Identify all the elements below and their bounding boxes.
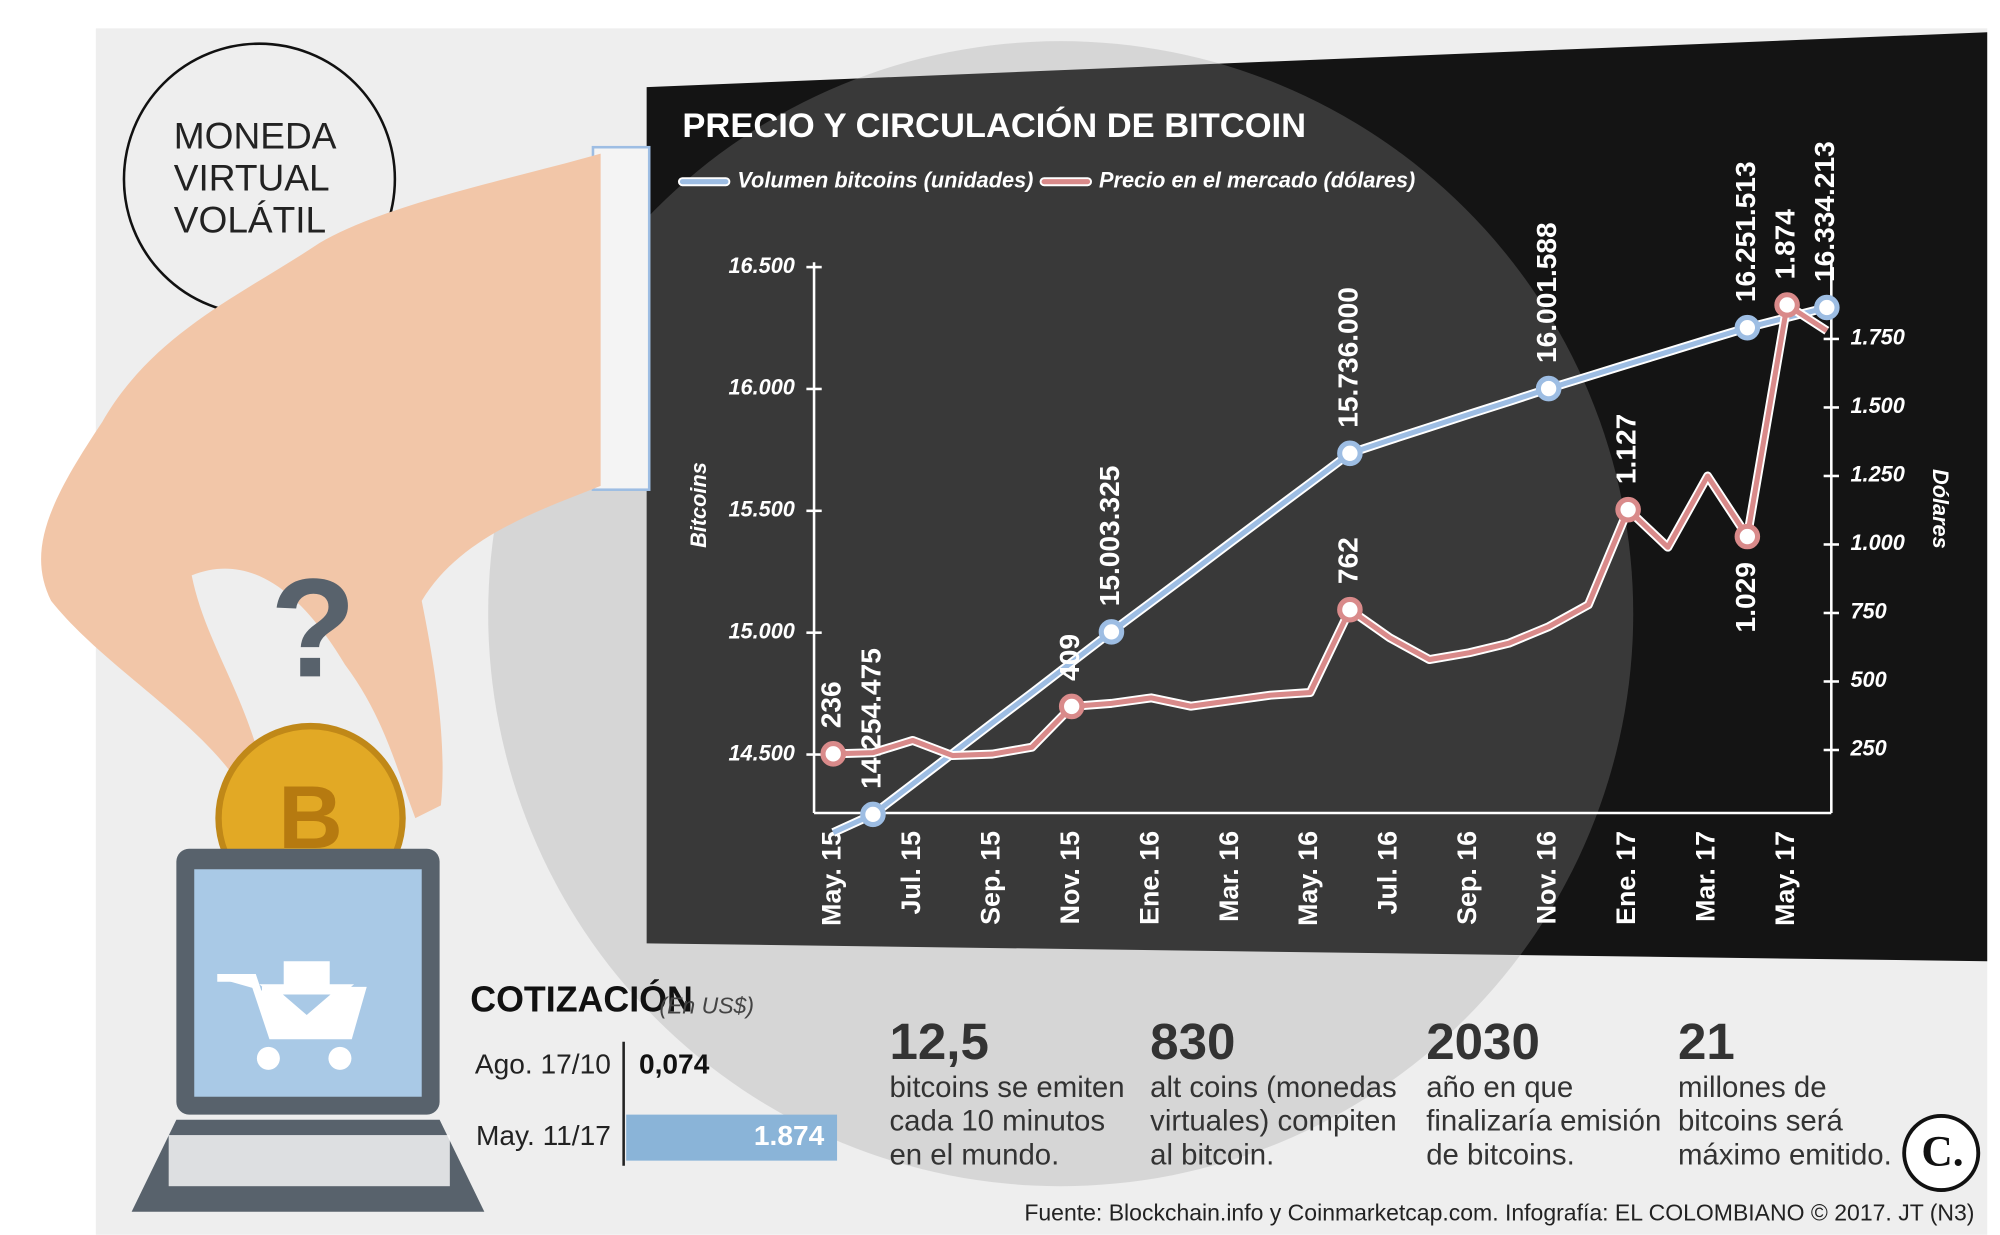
y2-tick-label: 1.250 (1850, 462, 1904, 487)
data-label: 15.003.325 (1094, 466, 1125, 607)
keyboard (168, 1135, 450, 1187)
x-tick-label: Mar. 16 (1214, 831, 1244, 922)
fact-text: de bitcoins. (1426, 1139, 1575, 1172)
bar-label: 0,074 (639, 1048, 710, 1079)
data-label: 762 (1332, 537, 1363, 584)
point-marker (1098, 619, 1125, 645)
question-mark: ? (270, 549, 356, 706)
point-marker (820, 741, 847, 767)
data-label: 16.251.513 (1730, 161, 1761, 302)
y2-tick-label: 1.750 (1850, 325, 1904, 350)
fact-text: millones de (1678, 1071, 1827, 1104)
bar (626, 1114, 838, 1161)
cotizacion-subtitle: (En US$) (659, 992, 754, 1018)
point-marker (1814, 294, 1840, 321)
fact-text: bitcoins será (1678, 1105, 1844, 1138)
legend-label: Volumen bitcoins (unidades) (737, 167, 1033, 192)
fact-number: 2030 (1426, 1013, 1540, 1070)
y2-axis-label: Dólares (1928, 469, 1953, 549)
point-marker (1535, 375, 1562, 402)
watermark (488, 41, 1634, 1187)
fact-number: 21 (1678, 1013, 1735, 1070)
x-tick-label: May. 16 (1293, 831, 1323, 926)
bar-label: 1.874 (754, 1120, 825, 1151)
point-marker (1615, 496, 1641, 523)
fact-text: finalizaría emisión (1426, 1105, 1661, 1138)
source: Fuente: Blockchain.info y Coinmarketcap.… (1024, 1199, 1974, 1225)
point-marker (1774, 292, 1800, 318)
line (832, 304, 1828, 835)
x-tick-label: Nov. 16 (1532, 831, 1562, 924)
data-label: 409 (1054, 634, 1085, 681)
fact-text: bitcoins se emiten (889, 1071, 1124, 1104)
fact-text: alt coins (monedas (1150, 1071, 1397, 1104)
y-tick-label: 14.500 (728, 740, 794, 765)
y2-tick-label: 1.000 (1850, 530, 1904, 555)
y-tick-label: 15.000 (728, 618, 794, 643)
row-label: May. 11/17 (476, 1120, 611, 1151)
badge-line: MONEDA (174, 114, 337, 156)
badge-line: VIRTUAL (174, 156, 330, 198)
x-tick-label: Jul. 16 (1373, 831, 1403, 915)
data-label: 1.029 (1730, 562, 1761, 632)
y2-tick-label: 1.500 (1850, 393, 1904, 418)
data-label: 1.874 (1770, 209, 1801, 280)
y-tick-label: 16.500 (728, 253, 794, 278)
data-label: 16.334.213 (1809, 141, 1840, 282)
fact-text: en el mundo. (889, 1139, 1059, 1172)
y2-tick-label: 500 (1850, 667, 1886, 692)
y2-tick-label: 750 (1850, 599, 1886, 624)
card-edge (591, 145, 651, 491)
cart-wheel (256, 1046, 280, 1070)
point-marker (1734, 314, 1761, 341)
fact-number: 12,5 (889, 1013, 988, 1070)
y-axis-label: Bitcoins (686, 462, 711, 548)
x-tick-label: Jul. 15 (896, 831, 926, 915)
point-marker (1337, 596, 1363, 623)
point-marker (860, 801, 886, 828)
point-marker (1337, 440, 1363, 467)
fact-text: cada 10 minutos (889, 1105, 1105, 1138)
x-tick-label: Mar. 17 (1691, 831, 1721, 922)
point-marker (1058, 693, 1085, 720)
cotizacion-title: COTIZACIÓN (470, 980, 693, 1020)
fact-text: máximo emitido. (1678, 1139, 1892, 1172)
line (833, 302, 1829, 759)
fact-text: año en que (1426, 1071, 1573, 1104)
badge-text: MONEDA VIRTUAL VOLÁTIL (174, 114, 337, 240)
y2-tick-label: 250 (1849, 736, 1886, 761)
data-label: 16.001.588 (1531, 222, 1562, 363)
logo: C. (1921, 1127, 1963, 1175)
data-label: 15.736.000 (1332, 287, 1363, 428)
cart-wheel (328, 1046, 352, 1070)
x-tick-label: Ene. 16 (1134, 831, 1164, 925)
legend-label: Precio en el mercado (dólares) (1099, 167, 1415, 192)
fact-number: 830 (1150, 1013, 1235, 1070)
badge-line: VOLÁTIL (174, 198, 326, 240)
data-label: 14.254.475 (855, 648, 886, 789)
data-label: 236 (816, 681, 847, 728)
point-marker (1734, 523, 1761, 550)
cart-icon (217, 961, 367, 1040)
x-tick-label: Nov. 15 (1055, 831, 1085, 925)
fact-text: virtuales) compiten (1150, 1105, 1397, 1138)
x-tick-label: May. 15 (816, 831, 846, 926)
y-tick-label: 15.500 (728, 497, 794, 522)
row-label: Ago. 17/10 (475, 1048, 611, 1079)
x-tick-label: Sep. 16 (1452, 831, 1482, 925)
logo-circle (1902, 1113, 1981, 1192)
x-tick-label: Ene. 17 (1611, 831, 1641, 925)
x-tick-label: Sep. 15 (975, 831, 1005, 925)
x-tick-label: May. 17 (1770, 831, 1800, 926)
fact-text: al bitcoin. (1150, 1139, 1274, 1172)
hand (41, 153, 601, 819)
chart-title: PRECIO Y CIRCULACIÓN DE BITCOIN (682, 105, 1306, 145)
data-label: 1.127 (1611, 414, 1642, 484)
y-tick-label: 16.000 (728, 375, 794, 400)
